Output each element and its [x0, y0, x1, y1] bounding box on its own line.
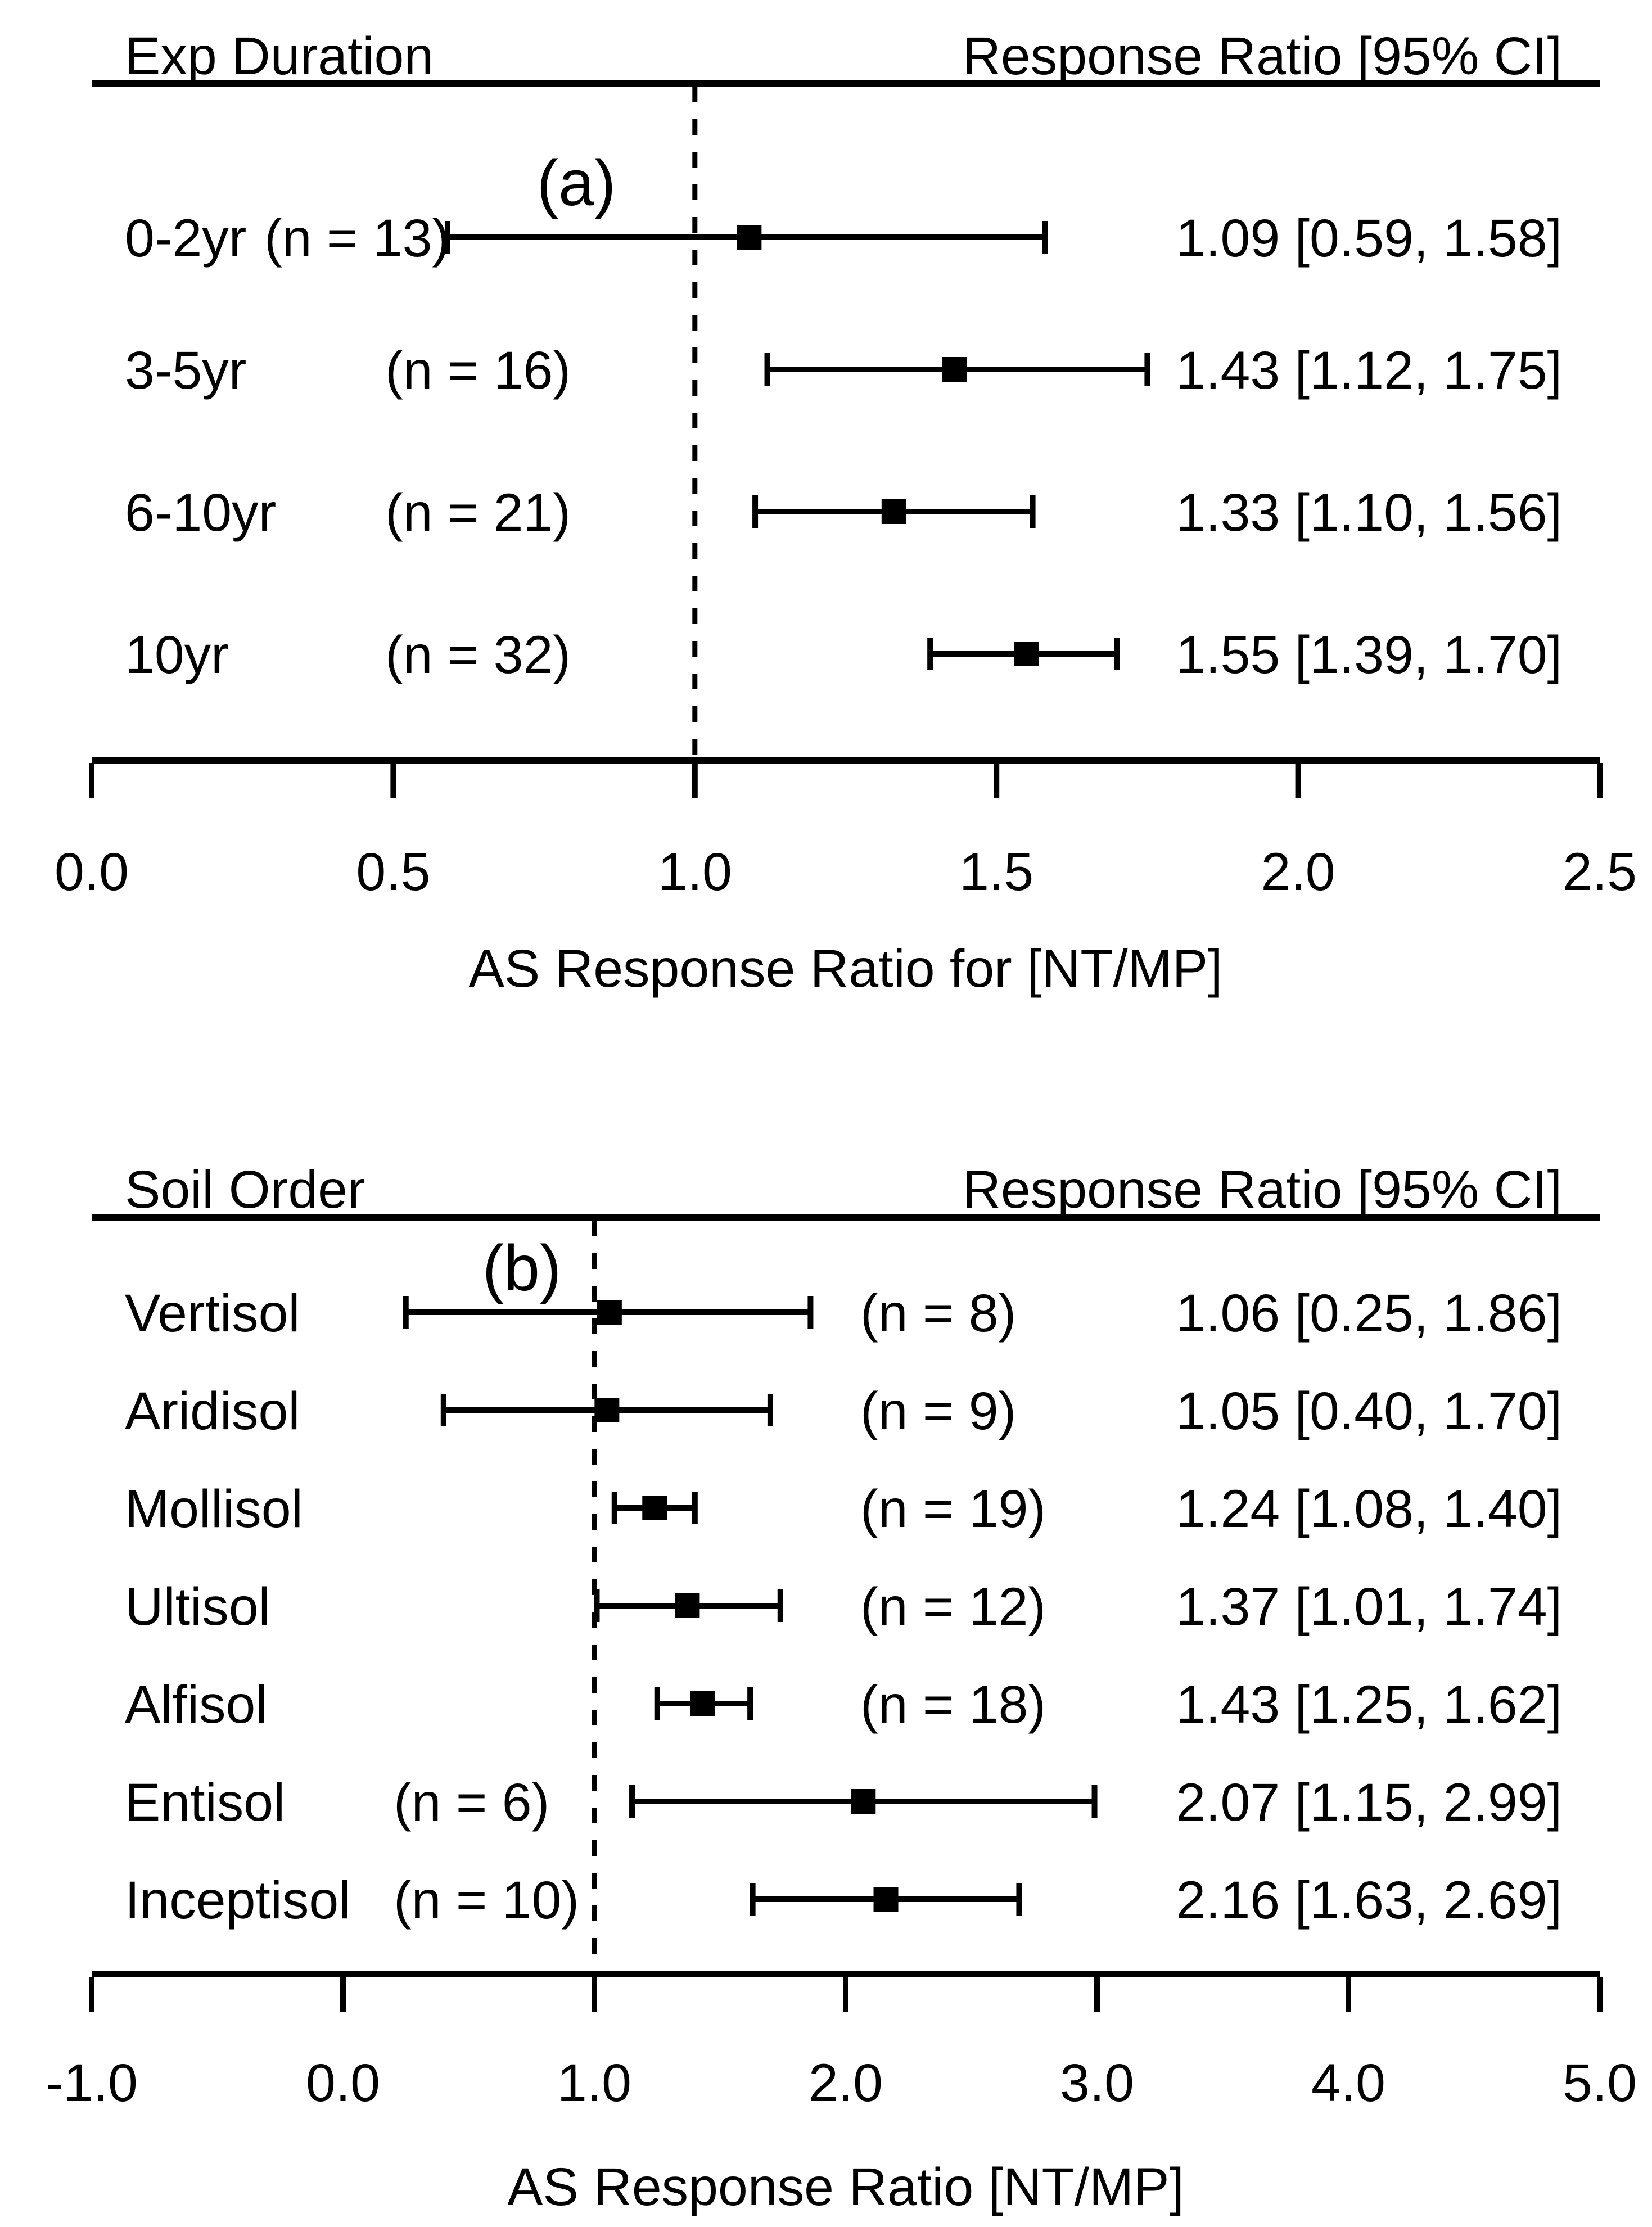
estimate-marker: [597, 1300, 622, 1325]
estimate-marker: [851, 1789, 876, 1814]
row-label: Aridisol: [125, 1381, 300, 1441]
row-label: 0-2yr: [125, 209, 246, 268]
estimate-marker: [737, 225, 762, 250]
row-value: 1.43 [1.25, 1.62]: [1176, 1675, 1562, 1734]
row-label: 3-5yr: [125, 341, 246, 400]
row-label: Entisol: [125, 1773, 285, 1832]
row-n-label: (n = 19): [860, 1479, 1046, 1539]
estimate-marker: [594, 1398, 620, 1422]
axis-tick-label: 3.0: [1060, 2053, 1134, 2113]
row-n-label: (n = 21): [385, 483, 571, 543]
panel-b-label: (b): [482, 1232, 562, 1304]
estimate-marker: [942, 357, 967, 382]
panel-a-row-6-10yr: 6-10yr (n = 21) 1.33 [1.10, 1.56]: [125, 483, 1562, 543]
row-label: Inceptisol: [125, 1871, 350, 1930]
panel-b: Soil Order Response Ratio [95% CI](b)Vert…: [46, 1160, 1637, 2217]
panel-b-row-Aridisol: Aridisol (n = 9) 1.05 [0.40, 1.70]: [125, 1381, 1562, 1441]
panel-b-row-Ultisol: Ultisol (n = 12) 1.37 [1.01, 1.74]: [125, 1577, 1562, 1637]
panel-b-row-Mollisol: Mollisol (n = 19) 1.24 [1.08, 1.40]: [125, 1479, 1562, 1539]
row-value: 2.07 [1.15, 2.99]: [1176, 1773, 1562, 1832]
row-value: 1.09 [0.59, 1.58]: [1176, 209, 1562, 268]
axis-tick-label: 1.0: [658, 842, 732, 902]
row-n-label: (n = 32): [385, 625, 571, 685]
row-n-label: (n = 18): [860, 1675, 1046, 1734]
row-n-label: (n = 8): [860, 1284, 1016, 1343]
row-label: Vertisol: [125, 1284, 300, 1343]
panel-a-row-3-5yr: 3-5yr (n = 16) 1.43 [1.12, 1.75]: [125, 341, 1562, 400]
axis-tick-label: 2.0: [1261, 842, 1335, 902]
axis-tick-label: 0.0: [55, 842, 129, 902]
row-n-label: (n = 16): [385, 341, 571, 400]
row-label: 6-10yr: [125, 483, 276, 543]
panel-a: Exp Duration Response Ratio [95% CI](a)0-…: [55, 26, 1637, 999]
axis-tick-label: 1.5: [959, 842, 1033, 902]
estimate-marker: [690, 1691, 715, 1716]
axis-tick-label: -1.0: [46, 2053, 138, 2113]
row-label: Ultisol: [125, 1577, 270, 1637]
panel-b-header-right: Response Ratio [95% CI]: [962, 1160, 1562, 1219]
row-label: Mollisol: [125, 1479, 303, 1539]
axis-tick-label: 5.0: [1563, 2053, 1637, 2113]
panel-b-row-Alfisol: Alfisol (n = 18) 1.43 [1.25, 1.62]: [125, 1675, 1562, 1734]
axis-tick-label: 0.0: [306, 2053, 380, 2113]
row-label: Alfisol: [125, 1675, 267, 1734]
panel-a-header-left: Exp Duration: [125, 26, 434, 86]
row-n-label: (n = 9): [860, 1381, 1016, 1441]
row-label: 10yr: [125, 625, 229, 685]
panel-b-row-Vertisol: Vertisol (n = 8) 1.06 [0.25, 1.86]: [125, 1284, 1562, 1343]
axis-tick-label: 1.0: [557, 2053, 631, 2113]
estimate-marker: [642, 1496, 667, 1520]
row-n-label: (n = 13): [264, 209, 450, 268]
row-value: 1.24 [1.08, 1.40]: [1176, 1479, 1562, 1539]
estimate-marker: [1014, 642, 1039, 666]
panel-a-row-10yr: 10yr (n = 32) 1.55 [1.39, 1.70]: [125, 625, 1562, 685]
row-n-label: (n = 6): [394, 1773, 549, 1832]
axis-tick-label: 0.5: [356, 842, 430, 902]
panel-a-axis-title: AS Response Ratio for [NT/MP]: [468, 939, 1222, 999]
panel-a-label: (a): [537, 147, 616, 219]
row-value: 1.33 [1.10, 1.56]: [1176, 483, 1562, 543]
axis-tick-label: 2.5: [1563, 842, 1637, 902]
panel-b-axis-title: AS Response Ratio [NT/MP]: [507, 2157, 1184, 2217]
panel-b-row-Inceptisol: Inceptisol (n = 10) 2.16 [1.63, 2.69]: [125, 1871, 1562, 1930]
row-value: 1.06 [0.25, 1.86]: [1176, 1284, 1562, 1343]
axis-tick-label: 4.0: [1311, 2053, 1385, 2113]
row-value: 2.16 [1.63, 2.69]: [1176, 1871, 1562, 1930]
estimate-marker: [873, 1887, 899, 1912]
row-value: 1.55 [1.39, 1.70]: [1176, 625, 1562, 685]
row-value: 1.05 [0.40, 1.70]: [1176, 1381, 1562, 1441]
panel-a-row-0-2yr: 0-2yr (n = 13) 1.09 [0.59, 1.58]: [125, 209, 1562, 268]
row-value: 1.43 [1.12, 1.75]: [1176, 341, 1562, 400]
row-n-label: (n = 12): [860, 1577, 1046, 1637]
row-value: 1.37 [1.01, 1.74]: [1176, 1577, 1562, 1637]
panel-a-header-right: Response Ratio [95% CI]: [962, 26, 1562, 86]
estimate-marker: [675, 1593, 700, 1618]
panel-b-header-left: Soil Order: [125, 1160, 365, 1219]
estimate-marker: [881, 499, 906, 524]
row-n-label: (n = 10): [394, 1871, 579, 1930]
panel-b-row-Entisol: Entisol (n = 6) 2.07 [1.15, 2.99]: [125, 1773, 1562, 1832]
axis-tick-label: 2.0: [809, 2053, 883, 2113]
